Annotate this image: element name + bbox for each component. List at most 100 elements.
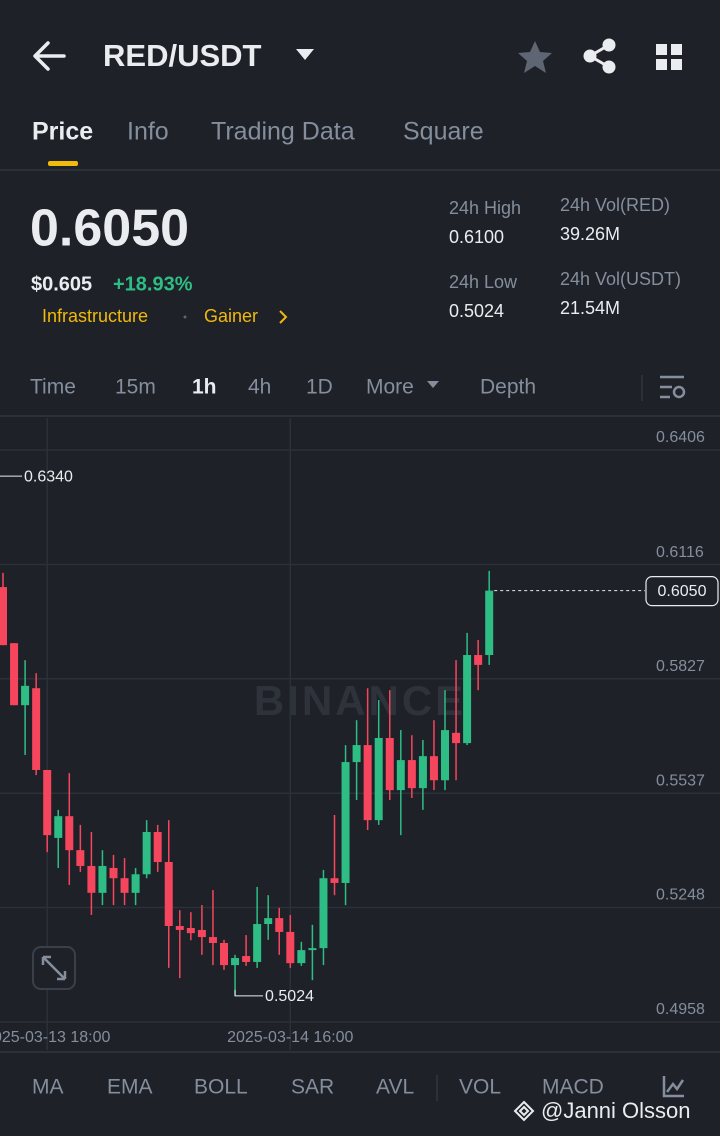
candle-body bbox=[21, 685, 30, 706]
favorite-icon[interactable] bbox=[518, 41, 552, 73]
price-change: +18.93% bbox=[113, 273, 193, 295]
candle-body bbox=[341, 762, 350, 883]
stat-value: 0.6100 bbox=[449, 227, 504, 247]
stat-value: 0.5024 bbox=[449, 301, 504, 321]
indicator[interactable]: EMA bbox=[107, 1076, 153, 1099]
candle-body bbox=[485, 590, 494, 656]
tag-arrow bbox=[279, 310, 288, 324]
candle-body bbox=[308, 948, 317, 951]
credit: @Janni Olsson bbox=[541, 1098, 691, 1123]
candle-body bbox=[87, 865, 96, 893]
candle-body bbox=[352, 745, 361, 763]
interval[interactable]: 4h bbox=[248, 376, 271, 399]
candle-body bbox=[253, 924, 262, 962]
price-usd: $0.605 bbox=[31, 273, 92, 295]
tab[interactable]: Price bbox=[32, 118, 93, 146]
candle-body bbox=[452, 732, 461, 744]
tab-indicator bbox=[48, 161, 78, 166]
candle-body bbox=[297, 950, 306, 964]
candle-body bbox=[153, 831, 162, 863]
stat-value: 21.54M bbox=[560, 298, 620, 318]
interval[interactable]: 1D bbox=[306, 376, 333, 399]
stat-label: 24h Low bbox=[449, 272, 518, 292]
candle-body bbox=[418, 756, 427, 789]
interval[interactable]: More bbox=[366, 376, 414, 399]
candle-body bbox=[197, 929, 206, 938]
candle-body bbox=[175, 926, 184, 930]
pair-dropdown[interactable] bbox=[296, 49, 314, 60]
candle-body bbox=[98, 865, 107, 893]
low-marker-line bbox=[234, 989, 264, 997]
stat-label: 24h Vol(USDT) bbox=[560, 269, 681, 289]
candle-body bbox=[208, 937, 217, 943]
candle-body bbox=[374, 737, 383, 821]
candle-body bbox=[231, 958, 240, 966]
stat-label: 24h High bbox=[449, 198, 521, 218]
candle-body bbox=[396, 760, 405, 791]
indicator[interactable]: SAR bbox=[291, 1076, 334, 1099]
x-tick-label: 2025-03-13 18:00 bbox=[0, 1029, 110, 1046]
stat-value: 39.26M bbox=[560, 224, 620, 244]
last-price-box bbox=[645, 576, 719, 607]
candle-body bbox=[429, 756, 438, 781]
interval[interactable]: 1h bbox=[192, 376, 217, 399]
candlestick-chart: BINANCE 0.6406 0.6116 0.5827 0.5537 0.5248 0.4… bbox=[0, 418, 720, 1050]
indicator[interactable]: AVL bbox=[376, 1076, 414, 1099]
candle-body bbox=[385, 737, 394, 791]
y-tick-label: 0.6406 bbox=[656, 429, 705, 446]
candle-body bbox=[474, 655, 483, 665]
back-button[interactable] bbox=[33, 41, 66, 71]
low-marker-label: 0.5024 bbox=[265, 988, 314, 1005]
candle-body bbox=[275, 918, 284, 932]
candle-body bbox=[131, 874, 140, 893]
candle-body bbox=[164, 862, 173, 927]
x-tick-label: 2025-03-14 16:00 bbox=[227, 1029, 353, 1046]
interval[interactable]: Time bbox=[30, 376, 76, 399]
interval[interactable]: 15m bbox=[115, 376, 156, 399]
indicator[interactable]: VOL bbox=[459, 1076, 501, 1099]
candle-body bbox=[186, 927, 195, 934]
more-caret bbox=[427, 381, 439, 388]
tab[interactable]: Info bbox=[127, 118, 169, 146]
candle-body bbox=[109, 867, 118, 879]
y-tick-label: 0.6116 bbox=[656, 544, 704, 561]
tag[interactable]: Infrastructure bbox=[42, 306, 148, 326]
candle-body bbox=[54, 816, 63, 838]
y-tick-label: 0.5827 bbox=[656, 658, 705, 675]
chart-settings-icon[interactable] bbox=[660, 375, 686, 399]
candle-body bbox=[43, 769, 52, 836]
candle-body bbox=[76, 850, 85, 866]
candle-body bbox=[65, 816, 74, 851]
y-tick-label: 0.5537 bbox=[656, 772, 705, 789]
indicator[interactable]: MA bbox=[32, 1076, 64, 1099]
candle-body bbox=[363, 745, 372, 821]
indicator-settings-icon[interactable] bbox=[662, 1076, 685, 1098]
interval[interactable]: Depth bbox=[480, 376, 536, 399]
candle-body bbox=[242, 956, 251, 962]
y-tick-label: 0.4958 bbox=[656, 1001, 705, 1018]
tag-separator bbox=[183, 315, 187, 319]
candle-body bbox=[319, 878, 328, 949]
pair-title[interactable]: RED/USDT bbox=[103, 38, 262, 73]
y-tick-label: 0.5248 bbox=[656, 887, 705, 904]
indicator[interactable]: BOLL bbox=[194, 1076, 248, 1099]
menu-icon[interactable] bbox=[656, 44, 682, 70]
candle-body bbox=[407, 760, 416, 789]
last-price: 0.6050 bbox=[30, 200, 189, 258]
candle-body bbox=[10, 643, 19, 706]
tag[interactable]: Gainer bbox=[204, 306, 258, 326]
fullscreen-button[interactable] bbox=[32, 946, 76, 990]
share-icon[interactable] bbox=[583, 38, 616, 74]
candle-body bbox=[0, 587, 7, 646]
candle-body bbox=[220, 942, 228, 966]
tab[interactable]: Square bbox=[403, 118, 484, 146]
tab[interactable]: Trading Data bbox=[211, 118, 355, 146]
candle-body bbox=[441, 730, 449, 781]
candle-body bbox=[463, 655, 472, 744]
high-marker-label: 0.6340 bbox=[24, 468, 73, 485]
candle-body bbox=[32, 688, 41, 770]
indicator[interactable]: MACD bbox=[542, 1076, 604, 1099]
